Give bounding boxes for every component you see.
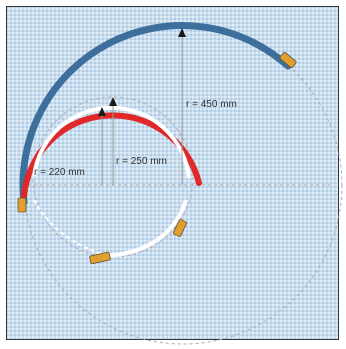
arrow-r220-head bbox=[98, 107, 106, 116]
red-hose-end-fitting bbox=[173, 219, 187, 237]
label-r220: r = 220 mm bbox=[34, 167, 85, 178]
left-end-fitting bbox=[17, 197, 27, 213]
arrow-r450-head bbox=[178, 28, 186, 37]
blue-hose bbox=[19, 22, 292, 206]
red-hose bbox=[21, 112, 202, 199]
radius-arrows bbox=[101, 34, 183, 185]
white-hose-end-fitting bbox=[89, 251, 111, 265]
label-r450: r = 450 mm bbox=[186, 99, 237, 110]
label-r250: r = 250 mm bbox=[116, 156, 167, 167]
white-hose-hidden-segment bbox=[33, 199, 109, 257]
white-hose-lower bbox=[107, 199, 188, 258]
white-hose-upper bbox=[32, 105, 191, 179]
arrow-r250-head bbox=[109, 97, 117, 106]
blue-hose-end-fitting bbox=[279, 52, 297, 68]
small-radius-guide-circle bbox=[32, 96, 194, 258]
